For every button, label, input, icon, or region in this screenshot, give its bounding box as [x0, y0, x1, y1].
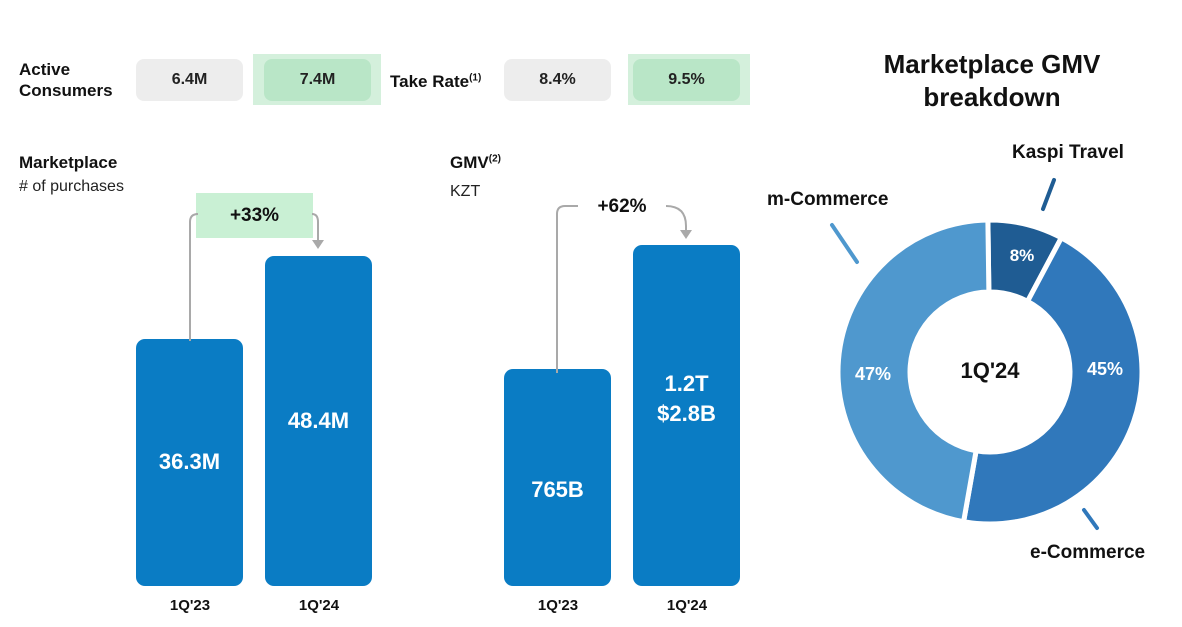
gmv-xlabel-1q23: 1Q'23	[537, 597, 579, 614]
gmv-bar-1q24-value: 1.2T	[664, 370, 709, 396]
gmv-xlabel-1q24: 1Q'24	[666, 597, 708, 614]
active-consumers-label-line2: Consumers	[19, 81, 113, 100]
marketplace-chart-title: Marketplace	[19, 153, 118, 172]
active-consumers-label-line1: Active	[19, 60, 71, 79]
gmv-chart-title: GMV(2)	[450, 152, 501, 173]
gmv-growth-label: +62%	[578, 194, 666, 220]
marketplace-chart-subtitle: # of purchases	[19, 178, 124, 195]
take-rate-label: Take Rate(1)	[390, 71, 481, 92]
donut-slice-m-commerce	[835, 217, 992, 525]
marketplace-growth-label: +33%	[196, 193, 313, 238]
take-rate-prev: 8.4%	[504, 59, 611, 101]
kaspi-travel-pct: 8%	[1010, 246, 1035, 265]
gmv-chart-title-footnote: (2)	[488, 153, 501, 165]
donut-chart-title: Marketplace GMV breakdown	[883, 49, 1101, 112]
marketplace-bar-1q23: 36.3M	[136, 338, 243, 586]
kaspi-travel-label: Kaspi Travel	[1012, 142, 1124, 163]
active-consumers-prev: 6.4M	[136, 59, 243, 101]
kaspi-travel-leader	[1041, 178, 1056, 211]
active-consumers-curr: 7.4M	[264, 59, 371, 101]
gmv-chart-title-text: GMV	[450, 153, 489, 172]
donut-center-label: 1Q'24	[960, 358, 1020, 383]
active-consumers-label: Active Consumers	[19, 59, 113, 101]
e-commerce-leader	[1082, 508, 1099, 530]
e-commerce-label: e-Commerce	[1030, 542, 1146, 563]
gmv-bar-1q24-value-usd: $2.8B	[657, 400, 716, 426]
gmv-bar-1q23: 765B	[504, 368, 611, 586]
marketplace-xlabel-1q23: 1Q'23	[169, 597, 211, 614]
gmv-chart-subtitle: KZT	[450, 183, 481, 200]
marketplace-xlabel-1q24: 1Q'24	[298, 597, 340, 614]
m-commerce-label: m-Commerce	[767, 189, 889, 210]
take-rate-label-text: Take Rate	[390, 72, 470, 91]
e-commerce-pct: 45%	[1087, 359, 1123, 379]
take-rate-curr: 9.5%	[633, 59, 740, 101]
marketplace-bar-1q24-value: 48.4M	[287, 408, 350, 433]
gmv-bar-1q23-value: 765B	[531, 477, 584, 503]
take-rate-footnote: (1)	[469, 72, 482, 84]
m-commerce-leader	[830, 223, 859, 264]
gmv-bar-1q24: 1.2T $2.8B	[633, 245, 740, 586]
marketplace-bar-1q23-value: 36.3M	[158, 449, 221, 475]
marketplace-bar-1q24: 48.4M	[265, 256, 372, 586]
donut-slice-e-commerce	[960, 234, 1145, 527]
m-commerce-pct: 47%	[855, 364, 891, 384]
